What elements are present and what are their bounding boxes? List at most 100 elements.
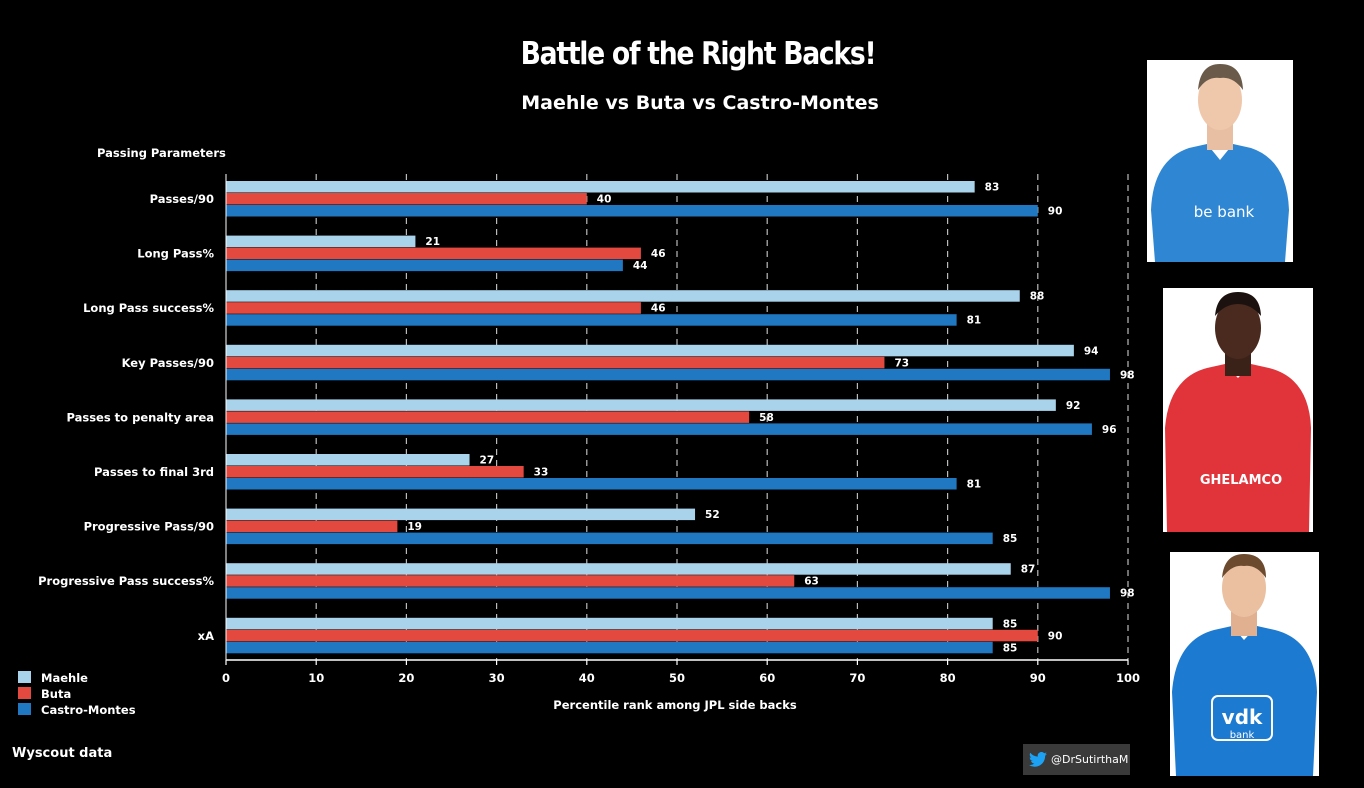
- value-label: 46: [651, 303, 666, 315]
- value-label: 88: [1030, 291, 1045, 303]
- twitter-handle: @DrSutirthaM: [1051, 753, 1129, 766]
- bars: [226, 181, 1110, 654]
- value-label: 90: [1048, 630, 1063, 642]
- bar-castro-montes-7: [226, 587, 1110, 599]
- value-label: 81: [967, 315, 982, 327]
- legend: Maehle Buta Castro-Montes: [18, 671, 136, 717]
- bar-maehle-3: [226, 344, 1074, 357]
- x-tick-label: 40: [579, 671, 595, 685]
- category-label: Long Pass%: [137, 247, 214, 261]
- value-label: 27: [480, 455, 495, 467]
- bar-buta-3: [226, 356, 885, 369]
- value-label: 98: [1120, 588, 1135, 600]
- category-label: Progressive Pass/90: [84, 520, 214, 534]
- bar-buta-7: [226, 575, 795, 587]
- category-label: Passes/90: [150, 192, 214, 206]
- legend-label: Castro-Montes: [41, 703, 136, 717]
- bar-buta-0: [226, 193, 587, 205]
- bar-castro-montes-6: [226, 532, 993, 545]
- svg-text:be bank: be bank: [1194, 203, 1255, 221]
- value-label: 90: [1048, 206, 1063, 218]
- value-label: 52: [705, 509, 720, 521]
- svg-text:vdk: vdk: [1222, 705, 1263, 729]
- bar-buta-1: [226, 247, 641, 260]
- svg-text:bank: bank: [1230, 730, 1255, 741]
- x-tick-label: 10: [308, 671, 324, 685]
- bar-maehle-8: [226, 617, 993, 630]
- bar-chart: Passing Parameters 834090Passes/90214644…: [18, 146, 1140, 717]
- value-label: 44: [633, 260, 648, 272]
- category-label: Passes to penalty area: [66, 410, 214, 424]
- value-label: 85: [1003, 533, 1018, 545]
- bar-maehle-0: [226, 181, 975, 193]
- legend-swatch-buta: [18, 687, 31, 699]
- legend-label: Buta: [41, 687, 71, 701]
- category-label: Progressive Pass success%: [38, 574, 214, 588]
- x-tick-label: 20: [398, 671, 414, 685]
- value-label: 81: [967, 479, 982, 491]
- value-label: 73: [894, 357, 909, 369]
- value-label: 94: [1084, 345, 1099, 357]
- bar-buta-4: [226, 411, 750, 423]
- category-label: Long Pass success%: [83, 301, 214, 315]
- category-axis-title: Passing Parameters: [97, 146, 226, 160]
- chart-title: Battle of the Right Backs!: [520, 36, 877, 72]
- twitter-badge[interactable]: @DrSutirthaM: [1023, 744, 1130, 775]
- bar-buta-5: [226, 466, 524, 478]
- bar-maehle-6: [226, 508, 696, 521]
- bar-maehle-2: [226, 290, 1020, 302]
- value-label: 21: [425, 236, 440, 248]
- bar-maehle-1: [226, 235, 416, 248]
- value-label: 33: [534, 467, 549, 479]
- x-tick-label: 0: [222, 671, 230, 685]
- value-label: 87: [1021, 564, 1036, 576]
- bar-castro-montes-4: [226, 423, 1092, 435]
- x-axis-label: Percentile rank among JPL side backs: [553, 698, 797, 712]
- bar-castro-montes-1: [226, 259, 623, 272]
- value-label: 58: [759, 412, 774, 424]
- x-tick-label: 90: [1030, 671, 1046, 685]
- value-label: 85: [1003, 642, 1018, 654]
- bar-castro-montes-8: [226, 641, 993, 654]
- value-label: 63: [804, 576, 819, 588]
- value-label: 46: [651, 248, 666, 260]
- x-tick-label: 30: [489, 671, 505, 685]
- bar-maehle-4: [226, 399, 1056, 411]
- bar-castro-montes-0: [226, 205, 1038, 217]
- bar-castro-montes-5: [226, 478, 957, 490]
- x-tick-label: 80: [940, 671, 956, 685]
- player-photo-buta: GHELAMCO: [1163, 288, 1313, 532]
- legend-label: Maehle: [41, 671, 88, 685]
- x-tick-label: 70: [849, 671, 865, 685]
- bar-maehle-5: [226, 454, 470, 466]
- x-axis: 0 10 20 30 40 50 60 70 80 90 100: [222, 174, 1140, 685]
- x-tick-label: 100: [1116, 671, 1140, 685]
- data-source-note: Wyscout data: [12, 746, 113, 761]
- value-label: 19: [407, 521, 422, 533]
- value-label: 96: [1102, 424, 1117, 436]
- twitter-bird-icon: [1029, 752, 1047, 767]
- legend-swatch-castro-montes: [18, 703, 31, 715]
- value-label: 98: [1120, 369, 1135, 381]
- bar-castro-montes-2: [226, 314, 957, 326]
- player-photo-castro-montes: vdk bank: [1170, 552, 1319, 776]
- bar-buta-6: [226, 520, 398, 533]
- chart-subtitle: Maehle vs Buta vs Castro-Montes: [521, 92, 879, 114]
- value-label: 83: [985, 182, 1000, 194]
- svg-text:GHELAMCO: GHELAMCO: [1200, 473, 1282, 488]
- player-photo-maehle: be bank: [1147, 60, 1293, 262]
- x-tick-label: 60: [759, 671, 775, 685]
- value-label: 85: [1003, 618, 1018, 630]
- value-label: 92: [1066, 400, 1081, 412]
- category-label: Passes to final 3rd: [94, 465, 214, 479]
- x-tick-label: 50: [669, 671, 685, 685]
- legend-swatch-maehle: [18, 671, 31, 683]
- bar-castro-montes-3: [226, 368, 1110, 381]
- category-label: Key Passes/90: [122, 356, 214, 370]
- bar-buta-2: [226, 302, 641, 314]
- bar-maehle-7: [226, 563, 1011, 575]
- value-label: 40: [597, 194, 612, 206]
- bar-buta-8: [226, 629, 1038, 642]
- category-label: xA: [198, 629, 214, 643]
